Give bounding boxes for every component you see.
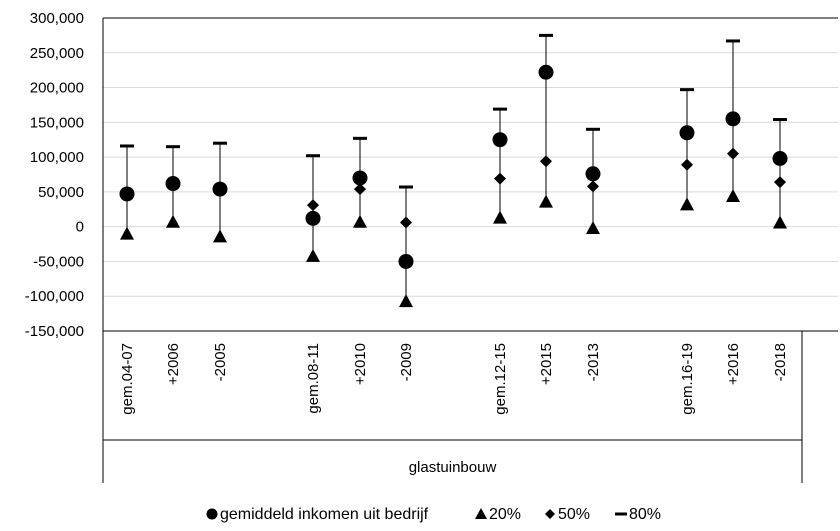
marker-circle: [352, 170, 368, 186]
marker-triangle: [539, 194, 553, 208]
marker-circle: [305, 210, 321, 226]
y-tick-label: -50,000: [33, 253, 84, 270]
data-markers: [119, 33, 788, 308]
legend-circle-icon: [206, 508, 218, 520]
marker-dash: [680, 88, 694, 92]
y-tick-label: 150,000: [30, 114, 84, 131]
marker-dash: [539, 33, 553, 37]
legend-label: 80%: [629, 506, 661, 523]
marker-circle: [538, 64, 554, 80]
marker-triangle: [680, 197, 694, 211]
marker-circle: [725, 111, 741, 127]
category-label: -2013: [585, 343, 602, 381]
category-label: gem.16-19: [679, 343, 696, 415]
marker-triangle: [493, 210, 507, 224]
marker-dash: [213, 141, 227, 145]
category-axis: gem.04-07 +2006 -2005 gem.08-11 +2010 -2009 ge…: [102, 331, 803, 483]
marker-dash: [399, 185, 413, 189]
legend: gemiddeld inkomen uit bedrijf 20% 50% 80%: [206, 506, 661, 523]
marker-dash: [306, 154, 320, 158]
marker-dash: [353, 136, 367, 140]
y-tick-label: 0: [76, 219, 84, 236]
marker-circle: [679, 125, 695, 141]
marker-triangle: [773, 215, 787, 229]
y-tick-label: 200,000: [30, 80, 84, 97]
category-label: gem.12-15: [492, 343, 509, 415]
legend-label: 50%: [558, 506, 590, 523]
marker-triangle: [353, 214, 367, 228]
marker-circle: [492, 132, 508, 148]
marker-triangle: [306, 248, 320, 262]
marker-circle: [772, 151, 788, 167]
legend-triangle-icon: [475, 508, 487, 519]
marker-triangle: [166, 214, 180, 228]
category-label: +2015: [538, 343, 555, 385]
marker-dash: [586, 127, 600, 131]
legend-diamond-icon: [545, 509, 555, 519]
marker-diamond: [774, 176, 786, 189]
category-label: gem.08-11: [305, 343, 322, 414]
marker-circle: [119, 186, 135, 202]
marker-triangle: [120, 226, 134, 240]
category-label: +2010: [352, 343, 369, 385]
marker-diamond: [587, 180, 599, 193]
legend-label: gemiddeld inkomen uit bedrijf: [220, 506, 429, 523]
marker-triangle: [726, 189, 740, 203]
marker-dash: [773, 118, 787, 122]
legend-label: 20%: [489, 506, 521, 523]
category-label: -2005: [212, 343, 229, 381]
category-label: -2009: [398, 343, 415, 381]
legend-dash-icon: [615, 512, 627, 516]
marker-circle: [165, 176, 181, 192]
marker-diamond: [307, 199, 319, 212]
y-tick-label: -150,000: [25, 323, 84, 340]
y-axis-ticks: 300,000 250,000 200,000 150,000 100,000 50,00…: [25, 10, 84, 340]
legend-item: 20%: [475, 506, 521, 523]
marker-dash: [726, 39, 740, 43]
marker-circle: [212, 181, 228, 197]
y-tick-label: -100,000: [25, 288, 84, 305]
gridlines: [102, 17, 838, 332]
legend-item: 80%: [615, 506, 661, 523]
marker-diamond: [400, 216, 412, 229]
marker-diamond: [354, 183, 366, 196]
marker-circle: [398, 253, 414, 269]
marker-dash: [493, 107, 507, 111]
marker-triangle: [213, 229, 227, 243]
category-label: gem.04-07: [119, 343, 136, 415]
legend-item: 50%: [545, 506, 590, 523]
marker-diamond: [540, 155, 552, 168]
marker-circle: [585, 166, 601, 182]
marker-dash: [120, 144, 134, 148]
group-label: glastuinbouw: [409, 459, 497, 476]
y-tick-label: 100,000: [30, 149, 84, 166]
marker-diamond: [727, 147, 739, 160]
y-tick-label: 300,000: [30, 10, 84, 27]
y-tick-label: 50,000: [38, 184, 84, 201]
marker-triangle: [586, 221, 600, 235]
y-tick-label: 250,000: [30, 45, 84, 62]
category-label: -2018: [772, 343, 789, 381]
marker-triangle: [399, 294, 413, 308]
marker-diamond: [681, 158, 693, 171]
marker-dash: [166, 145, 180, 149]
legend-item: gemiddeld inkomen uit bedrijf: [206, 506, 429, 523]
category-label: +2016: [725, 343, 742, 385]
marker-diamond: [494, 172, 506, 185]
category-label: +2006: [165, 343, 182, 385]
